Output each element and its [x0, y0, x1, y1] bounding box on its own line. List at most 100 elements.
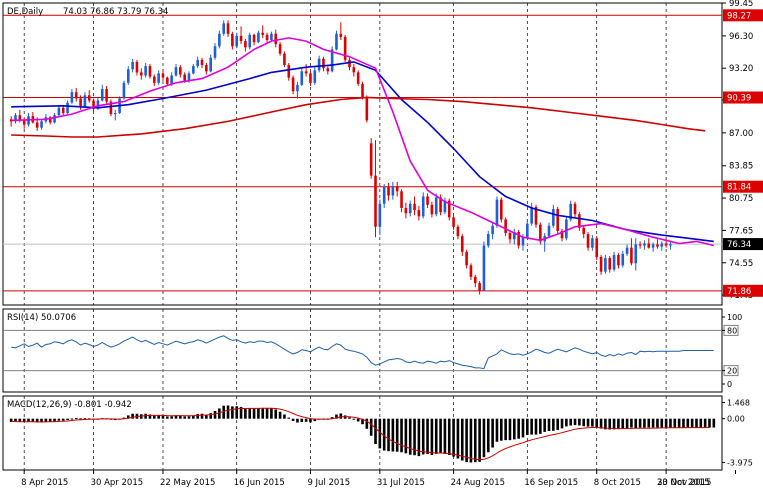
candle-body	[166, 77, 169, 84]
macd-panel	[2, 395, 723, 471]
candle-body	[348, 59, 351, 68]
macd-bar	[57, 418, 61, 421]
macd-bar	[690, 418, 694, 428]
current-price-tag	[723, 238, 763, 251]
current-price-label: 76.34	[727, 240, 751, 250]
macd-bar	[27, 418, 30, 422]
candle-body	[48, 117, 52, 123]
macd-bar	[361, 418, 364, 425]
macd-bar	[543, 418, 546, 432]
macd-bar	[447, 418, 451, 455]
macd-bar	[226, 405, 230, 419]
macd-bar	[426, 418, 429, 454]
price-level-tag	[723, 9, 763, 22]
x-tick-label: 22 May 2015	[160, 478, 215, 488]
price-y-tick-label: 77.65	[729, 226, 753, 236]
macd-bar	[339, 413, 343, 419]
macd-bar	[291, 418, 295, 421]
rsi-line	[11, 335, 714, 370]
candle-body	[591, 238, 594, 248]
x-tick-label: 23 Nov 2015	[657, 478, 711, 488]
macd-bar	[365, 418, 369, 429]
candle-body	[231, 33, 234, 47]
candle-body	[174, 67, 178, 76]
candle-body	[630, 247, 633, 264]
macd-bar	[300, 418, 304, 422]
candle-body	[313, 70, 317, 83]
candle-body	[417, 210, 421, 217]
candle-body	[205, 65, 208, 72]
macd-bar	[274, 409, 278, 419]
macd-bar	[257, 408, 260, 419]
macd-bar	[35, 418, 39, 423]
macd-bar	[417, 418, 421, 457]
x-tick-label: 8 Apr 2015	[21, 478, 68, 488]
price-level-tag	[723, 180, 763, 193]
price-level-label: 81.84	[727, 183, 751, 193]
candle-body	[621, 253, 625, 266]
macd-bar	[491, 418, 494, 448]
candle-body	[309, 73, 312, 83]
candle-body	[664, 243, 668, 246]
price-y-tick-label: 83.85	[729, 162, 753, 172]
candle-body	[183, 74, 186, 81]
candle-body	[35, 122, 39, 128]
candle-body	[105, 89, 108, 102]
macd-bar	[179, 415, 182, 419]
rsi-y-tick-label: 20	[727, 367, 737, 376]
candle-body	[656, 244, 659, 247]
candle-body	[135, 61, 139, 73]
macd-bar	[513, 418, 516, 440]
macd-bar	[708, 418, 711, 428]
price-panel	[2, 2, 723, 306]
macd-bar	[482, 418, 486, 458]
macd-bar	[673, 418, 677, 428]
macd-bar	[521, 418, 525, 438]
macd-bar	[218, 408, 221, 419]
price-level-tag	[723, 284, 763, 297]
candle-body	[599, 257, 603, 272]
macd-bar	[556, 418, 559, 430]
candle-body	[643, 243, 646, 246]
macd-bar	[239, 406, 243, 419]
macd-bar	[560, 418, 564, 429]
candle-body	[534, 206, 538, 225]
candle-body	[239, 35, 243, 42]
candle-body	[144, 66, 147, 76]
candle-body	[209, 57, 212, 72]
macd-bar	[205, 414, 208, 419]
candle-body	[148, 66, 152, 77]
macd-bar	[304, 418, 308, 422]
candle-body	[456, 226, 460, 237]
price-level-tag	[723, 91, 763, 104]
candle-body	[213, 46, 217, 58]
price-ohlc-label: 74.03 76.86 73.79 76.34	[63, 7, 168, 17]
macd-bar	[604, 418, 607, 430]
price-y-tick-label: 74.55	[729, 259, 753, 269]
macd-bar	[504, 418, 507, 441]
x-tick-label: 30 Apr 2015	[91, 478, 144, 488]
candle-body	[291, 77, 295, 92]
candle-body	[235, 35, 239, 47]
candle-body	[153, 76, 156, 83]
candle-body	[170, 75, 173, 84]
candle-body	[157, 73, 160, 83]
macd-bar	[265, 408, 269, 419]
macd-bar	[18, 418, 22, 422]
macd-bar	[534, 418, 538, 435]
candle-body	[161, 73, 165, 78]
macd-bar	[387, 418, 390, 452]
candle-body	[447, 200, 451, 218]
candle-body	[382, 187, 386, 204]
macd-bar	[166, 416, 169, 419]
candle-body	[530, 206, 533, 224]
candle-body	[226, 23, 230, 34]
macd-bar	[578, 418, 581, 426]
candle-body	[478, 283, 481, 291]
price-level-label: 71.86	[727, 287, 751, 297]
candle-body	[617, 254, 620, 266]
candle-body	[638, 244, 642, 246]
candle-body	[270, 33, 273, 41]
